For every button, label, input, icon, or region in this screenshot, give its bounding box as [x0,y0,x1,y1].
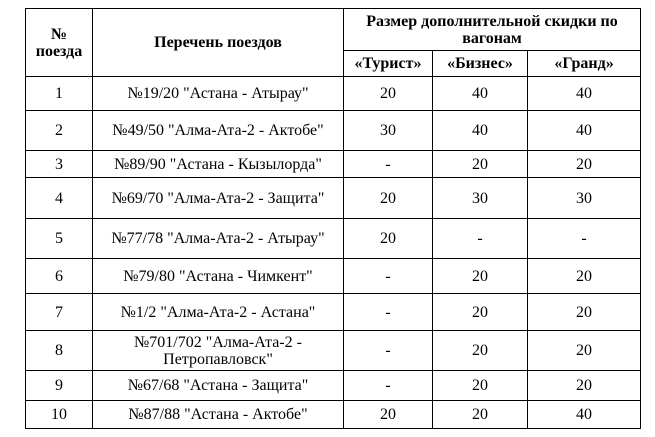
discount-value: - [343,150,433,178]
train-name: №79/80 "Астана - Чимкент" [92,258,344,294]
table-header: № поезда Перечень поездов Размер дополни… [25,8,642,77]
discount-value: 40 [526,110,642,151]
table-row: 9 №67/68 "Астана - Защита" -20 20 [25,370,642,401]
discount-value: 30 [343,110,433,151]
discount-value: 20 [432,400,528,429]
train-name: №67/68 "Астана - Защита" [92,370,344,401]
header-cell: «Бизнес» [432,50,528,77]
discount-value: 20 [432,330,528,371]
header-cell: «Турист» [343,50,433,77]
train-name: №701/702 "Алма-Ата-2 - Петропавловск" [92,330,344,371]
discount-value: 20 [343,400,433,429]
discount-value: - [343,258,433,294]
train-name: №87/88 "Астана - Актобе" [92,400,344,429]
discount-value: 20 [432,150,528,178]
discount-value: - [343,293,433,331]
header-cell: Перечень поездов [92,8,344,77]
discount-value: 20 [343,76,433,111]
discount-value: 30 [526,177,642,219]
table-body: 1 №19/20 "Астана - Атырау" 20 40 40 2 №49/50 "… [25,76,642,429]
discount-value: 40 [526,76,642,111]
discount-value: 20 [526,370,642,401]
table-row: 3 №89/90 "Астана - Кызылорда" -20 20 [25,150,642,178]
table-row: 6 №79/80 "Астана - Чимкент" -20 20 [25,258,642,294]
discount-value: 40 [526,400,642,429]
discount-value: 20 [526,293,642,331]
train-name: №49/50 "Алма-Ата-2 - Актобе" [92,110,344,151]
discount-value: - [432,218,528,259]
discount-value: 20 [526,258,642,294]
table-row: 4 №69/70 "Алма-Ата-2 - Защита" 20 30 30 [25,177,642,219]
train-name: №19/20 "Астана - Атырау" [92,76,344,111]
discount-value: 20 [432,370,528,401]
table-row: 10 №87/88 "Астана - Актобе" 20 20 40 [25,400,642,429]
discount-value: 20 [343,218,433,259]
discount-value: 40 [432,76,528,111]
table-row: 2 №49/50 "Алма-Ата-2 - Актобе" 30 40 40 [25,110,642,151]
train-name: №1/2 "Алма-Ата-2 - Астана" [92,293,344,331]
discount-value: 20 [526,330,642,371]
train-number: 2 [25,110,93,151]
discount-value: - [526,218,642,259]
train-number: 6 [25,258,93,294]
train-name: №89/90 "Астана - Кызылорда" [92,150,344,178]
table-row: 8 №701/702 "Алма-Ата-2 - Петропавловск" -2… [25,330,642,371]
train-number: 7 [25,293,93,331]
table-row: 7 №1/2 "Алма-Ата-2 - Астана" -20 20 [25,293,642,331]
discount-table: № поезда Перечень поездов Размер дополни… [25,8,642,429]
train-number: 9 [25,370,93,401]
header-cell: № поезда [25,8,93,77]
discount-value: 40 [432,110,528,151]
discount-value: 20 [526,150,642,178]
table-row: 5 №77/78 "Алма-Ата-2 - Атырау" 20- - [25,218,642,259]
discount-value: 20 [432,258,528,294]
train-number: 3 [25,150,93,178]
train-name: №77/78 "Алма-Ата-2 - Атырау" [92,218,344,259]
train-number: 5 [25,218,93,259]
train-number: 1 [25,76,93,111]
train-name: №69/70 "Алма-Ата-2 - Защита" [92,177,344,219]
header-cell: Размер дополнительной скидки по вагонам [342,8,642,51]
discount-value: - [343,330,433,371]
discount-value: - [343,370,433,401]
train-number: 8 [25,330,93,371]
header-cell: «Гранд» [526,50,642,77]
table-row: 1 №19/20 "Астана - Атырау" 20 40 40 [25,76,642,111]
discount-value: 30 [432,177,528,219]
discount-value: 20 [432,293,528,331]
train-number: 10 [25,400,93,429]
discount-value: 20 [343,177,433,219]
train-number: 4 [25,177,93,219]
